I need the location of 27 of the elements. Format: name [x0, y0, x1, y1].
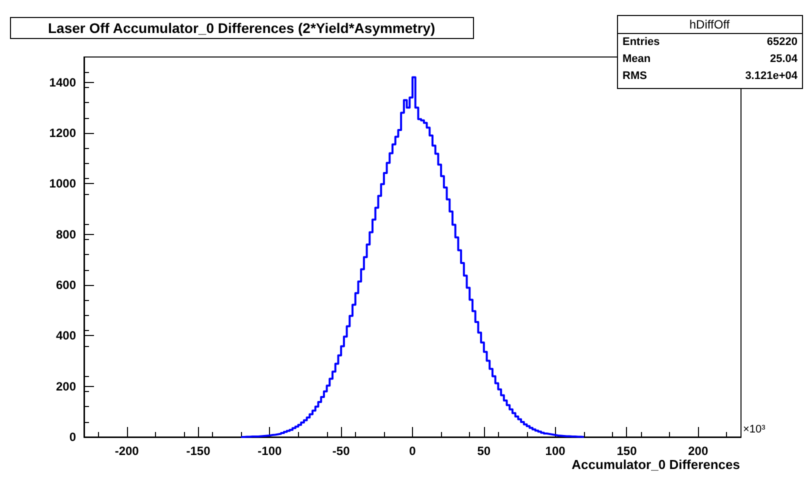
text: Entries [622, 36, 660, 48]
text: ×10³ [743, 424, 766, 436]
x-tick-label: 100 [545, 444, 566, 458]
x-tick-label: -200 [114, 444, 140, 458]
x-tick-label: 50 [477, 444, 491, 458]
y-tick-label: 600 [56, 278, 76, 292]
annotation: RMS [622, 70, 647, 82]
text: 3.121e+04 [745, 70, 798, 82]
x-tick-label: 200 [688, 444, 708, 458]
text: hDiffOff [689, 18, 730, 32]
chart-title: Laser Off Accumulator_0 Differences (2*Yield*Asymmetry) [48, 20, 436, 36]
x-tick-label: -100 [258, 444, 282, 458]
y-tick-label: 200 [56, 379, 76, 394]
x-tick-label: 150 [616, 444, 638, 458]
x-tick-label: -150 [186, 444, 211, 458]
y-tick-label: 1000 [49, 176, 76, 191]
text: 25.04 [770, 53, 798, 65]
x-tick-label: 0 [409, 444, 416, 458]
y-tick-label: 0 [69, 430, 76, 444]
y-tick-label: 1400 [49, 75, 76, 90]
x-tick-label: -50 [332, 444, 350, 458]
y-tick-label: 1200 [49, 126, 76, 140]
y-tick-label: 400 [56, 328, 76, 343]
x-axis-title: Accumulator_0 Differences [572, 457, 740, 472]
y-tick-label: 800 [56, 227, 76, 242]
annotation: Mean [622, 53, 651, 65]
text: 65220 [766, 36, 798, 48]
